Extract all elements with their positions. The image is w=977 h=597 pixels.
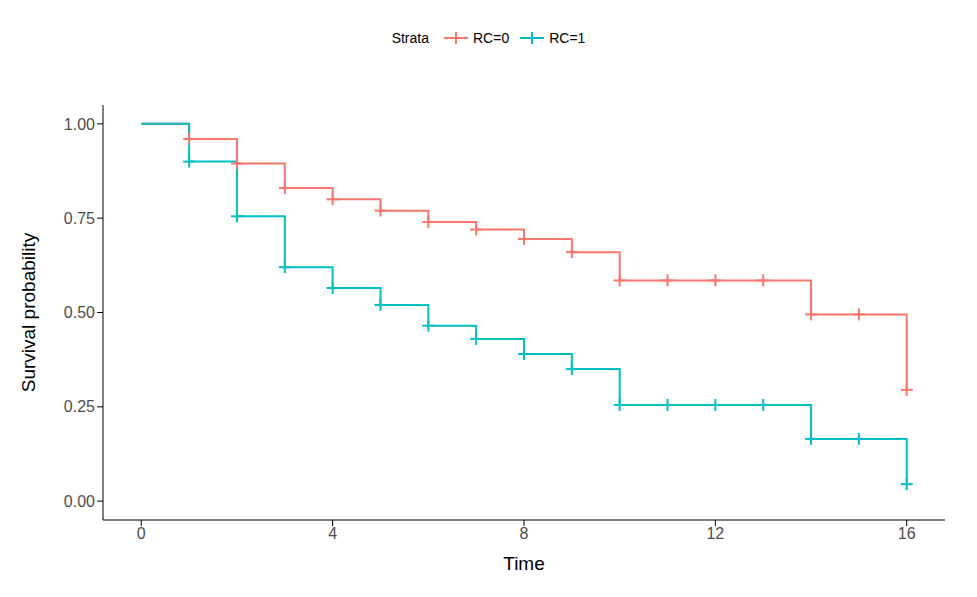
svg-text:0.75: 0.75 — [64, 210, 95, 227]
svg-text:0.25: 0.25 — [64, 398, 95, 415]
html-text:RC=0: RC=0 — [473, 30, 510, 46]
svg-text:0.00: 0.00 — [64, 493, 95, 510]
svg-text:12: 12 — [706, 525, 724, 542]
svg-text:16: 16 — [898, 525, 916, 542]
html-text:RC=1: RC=1 — [549, 30, 586, 46]
svg-text:Time: Time — [503, 553, 545, 574]
svg-text:4: 4 — [328, 525, 337, 542]
svg-text:Survival probability: Survival probability — [18, 232, 39, 392]
html-text:Strata: Strata — [391, 30, 429, 46]
svg-text:1.00: 1.00 — [64, 116, 95, 133]
svg-text:0: 0 — [137, 525, 146, 542]
svg-text:8: 8 — [520, 525, 529, 542]
svg-text:0.50: 0.50 — [64, 304, 95, 321]
